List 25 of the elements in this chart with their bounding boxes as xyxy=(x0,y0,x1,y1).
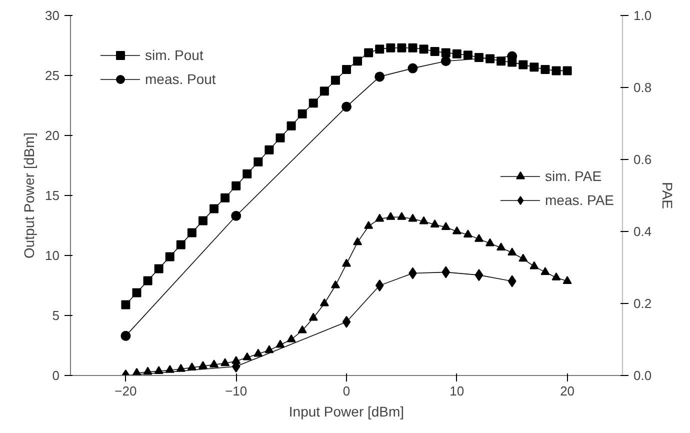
y-tick-label: 25 xyxy=(45,68,60,83)
y-axis-title: Output Power [dBm] xyxy=(21,132,38,259)
x-tick-label: 0 xyxy=(342,384,350,398)
y2-tick-label: 0.0 xyxy=(634,368,652,383)
y2-tick-label: 0.2 xyxy=(634,296,652,311)
legend-label: meas. Pout xyxy=(145,71,216,87)
legend-label: meas. PAE xyxy=(545,192,614,208)
y-tick-label: 20 xyxy=(45,128,60,143)
y-tick-label: 0 xyxy=(52,368,60,383)
x-tick-label: −10 xyxy=(225,384,248,398)
x-tick-label: −20 xyxy=(114,384,137,398)
y-tick-label: 5 xyxy=(52,308,60,323)
x-axis-title: Input Power [dBm] xyxy=(288,404,404,420)
y-tick-label: 30 xyxy=(45,8,60,23)
y-tick-label: 15 xyxy=(45,188,60,203)
legend-label: sim. PAE xyxy=(545,168,602,184)
y2-tick-label: 1.0 xyxy=(634,8,652,23)
y2-tick-label: 0.8 xyxy=(634,80,652,95)
y2-axis-title: PAE xyxy=(660,182,676,209)
x-tick-label: 10 xyxy=(450,384,464,398)
y2-tick-label: 0.4 xyxy=(634,224,652,239)
legend-label: sim. Pout xyxy=(145,47,204,63)
y-tick-label: 10 xyxy=(45,248,60,263)
x-tick-label: 20 xyxy=(560,384,575,398)
y2-tick-label: 0.6 xyxy=(634,152,652,167)
